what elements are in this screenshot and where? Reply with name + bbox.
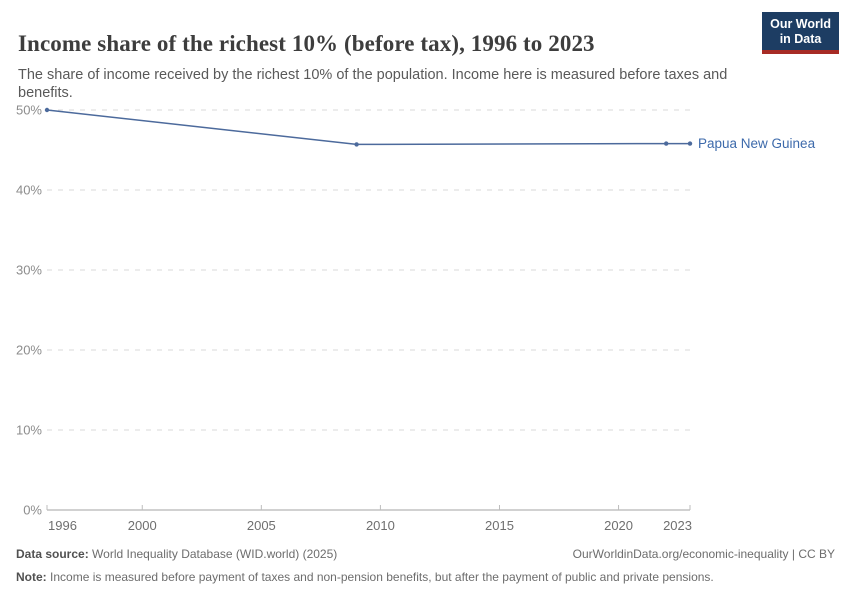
y-axis-tick-label: 10% xyxy=(16,423,42,438)
y-axis-tick-label: 30% xyxy=(16,263,42,278)
footer-row-note: Note: Income is measured before payment … xyxy=(16,570,835,584)
x-axis-tick-label: 2023 xyxy=(663,518,692,533)
attribution-text: OurWorldinData.org/economic-inequality |… xyxy=(572,547,835,561)
x-axis-tick-label: 2010 xyxy=(366,518,395,533)
data-point-marker[interactable] xyxy=(664,141,669,146)
y-axis-tick-label: 50% xyxy=(16,103,42,118)
data-source-label: Data source: xyxy=(16,547,89,561)
chart-subtitle: The share of income received by the rich… xyxy=(18,66,728,102)
x-axis-tick-label: 2020 xyxy=(604,518,633,533)
note-text: Income is measured before payment of tax… xyxy=(50,570,714,584)
owid-logo: Our World in Data xyxy=(762,12,839,54)
chart-title: Income share of the richest 10% (before … xyxy=(18,31,595,57)
y-axis-tick-label: 40% xyxy=(16,183,42,198)
series-line[interactable] xyxy=(46,109,691,146)
footer-row-source: Data source: World Inequality Database (… xyxy=(16,547,835,561)
y-axis-tick-label: 0% xyxy=(23,503,42,518)
x-axis-tick-label: 2000 xyxy=(128,518,157,533)
data-point-marker[interactable] xyxy=(44,107,50,113)
data-source-text: World Inequality Database (WID.world) (2… xyxy=(92,547,338,561)
x-axis-tick-label: 1996 xyxy=(48,518,77,533)
series-entity-label[interactable]: Papua New Guinea xyxy=(698,136,816,151)
x-axis-tick-label: 2005 xyxy=(247,518,276,533)
data-source-line: Data source: World Inequality Database (… xyxy=(16,547,337,561)
note-label: Note: xyxy=(16,570,47,584)
owid-logo-line1: Our World xyxy=(770,17,831,31)
chart-footer: Data source: World Inequality Database (… xyxy=(16,547,835,584)
y-axis-tick-label: 20% xyxy=(16,343,42,358)
data-point-marker[interactable] xyxy=(687,141,693,146)
data-point-marker[interactable] xyxy=(354,142,359,147)
owid-logo-line2: in Data xyxy=(779,32,822,46)
x-axis-tick-label: 2015 xyxy=(485,518,514,533)
